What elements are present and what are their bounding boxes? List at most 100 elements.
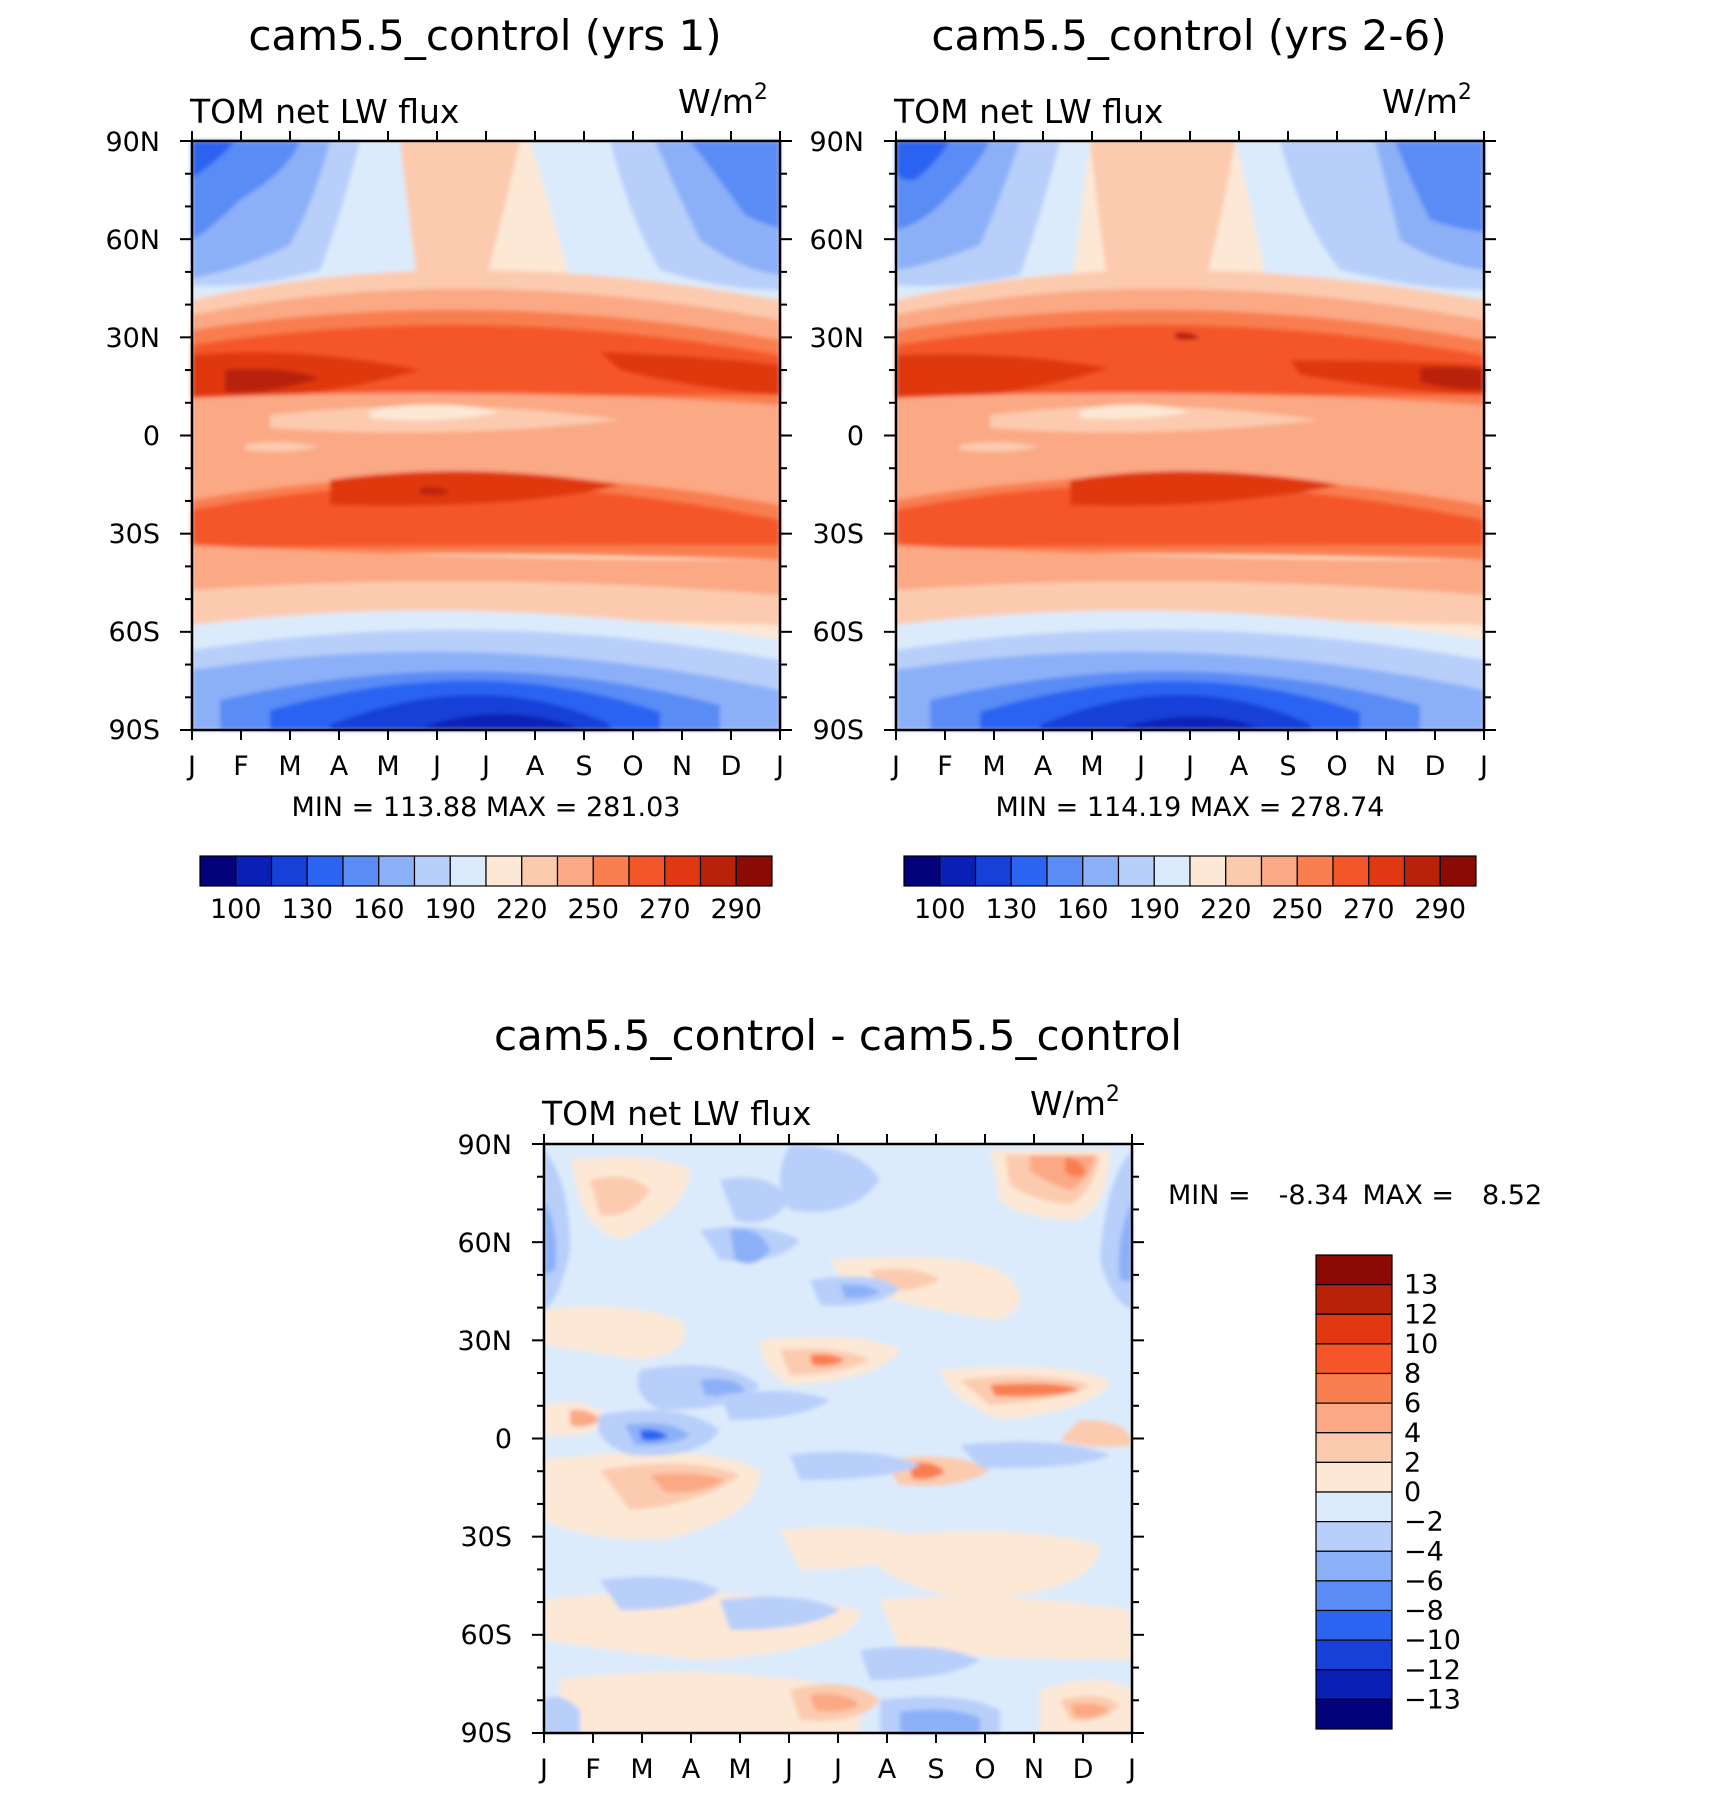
colorbar-swatch (1368, 855, 1406, 887)
panel-3-max-label: MAX = (1363, 1180, 1454, 1211)
x-tick-label: A (682, 1754, 701, 1785)
panel-2-y-labels: 90N 60N 30N 0 30S 60S 90S (809, 127, 864, 746)
panel-2-minmax: MIN = 114.19 MAX = 278.74 (996, 792, 1385, 823)
panel-3-ytick-30s: 30S (461, 1522, 513, 1553)
colorbar-label: 270 (1343, 894, 1395, 925)
panel-3-field-label: TOM net LW flux (541, 1094, 811, 1133)
x-tick-label: D (1425, 751, 1446, 782)
x-tick-label: N (1376, 751, 1396, 782)
colorbar-label: 12 (1404, 1299, 1438, 1330)
panel-2-title: cam5.5_control (yrs 2-6) (931, 11, 1446, 60)
x-tick-label: J (774, 751, 784, 782)
colorbar-swatch (1315, 1580, 1393, 1612)
panel-1-units: W/m2 (678, 80, 768, 121)
panel-1-ytick-90n: 90N (105, 127, 160, 158)
panel-1-ytick-60n: 60N (105, 225, 160, 256)
colorbar-swatch (449, 855, 487, 887)
colorbar-swatch (199, 855, 237, 887)
x-tick-label: M (278, 751, 301, 782)
panel-1-min-label: MIN = (292, 792, 375, 823)
panel-1-ytick-60s: 60S (109, 617, 161, 648)
panel-3-minmax: MIN = -8.34 MAX = 8.52 (1168, 1180, 1542, 1211)
panel-3-ticks (532, 1134, 1144, 1743)
panel-1-ytick-30s: 30S (109, 519, 161, 550)
x-tick-label: M (376, 751, 399, 782)
panel-2-max-value: 278.74 (1290, 792, 1384, 823)
panel-3-min-value: -8.34 (1279, 1180, 1349, 1211)
panel-1-min-value: 113.88 (383, 792, 477, 823)
x-tick-label: A (878, 1754, 897, 1785)
colorbar-label: −13 (1404, 1684, 1461, 1715)
colorbar-swatch (1315, 1491, 1393, 1523)
panel-3-ytick-90s: 90S (461, 1718, 513, 1749)
x-tick-label: J (1126, 1754, 1136, 1785)
colorbar-swatch (342, 855, 380, 887)
colorbar-label: 2 (1404, 1447, 1421, 1478)
colorbar-label: 270 (639, 894, 691, 925)
colorbar-swatch (1296, 855, 1334, 887)
panel-1-ytick-0: 0 (143, 421, 160, 452)
colorbar-swatch (413, 855, 451, 887)
colorbar-swatch (1117, 855, 1155, 887)
panel-1-y-labels: 90N 60N 30N 0 30S 60S 90S (105, 127, 160, 746)
colorbar-label: 8 (1404, 1359, 1421, 1390)
panel-3-max-value: 8.52 (1482, 1180, 1542, 1211)
colorbar-swatch (1315, 1521, 1393, 1552)
panel-1-max-label: MAX = (486, 792, 577, 823)
colorbar-swatch (1189, 855, 1227, 887)
x-tick-label: J (832, 1754, 842, 1785)
panel-3-title: cam5.5_control - cam5.5_control (494, 1011, 1182, 1060)
colorbar-swatch (521, 855, 559, 887)
panel-2-ytick-30n: 30N (809, 323, 864, 354)
x-tick-label: J (186, 751, 196, 782)
x-tick-label: J (890, 751, 900, 782)
x-tick-label: M (630, 1754, 653, 1785)
colorbar-swatch (556, 855, 594, 887)
colorbar-label: 160 (1057, 894, 1109, 925)
panel-3-ytick-30n: 30N (457, 1326, 512, 1357)
panel-2-units: W/m2 (1382, 80, 1472, 121)
colorbar-swatch (1010, 855, 1048, 887)
x-tick-label: A (1230, 751, 1249, 782)
colorbar-label: 290 (1414, 894, 1466, 925)
colorbar-swatch (1315, 1461, 1393, 1493)
colorbar-label: 0 (1404, 1477, 1421, 1508)
colorbar-swatch (1315, 1550, 1393, 1582)
colorbar-swatch (664, 855, 702, 887)
panel-2-ytick-90s: 90S (813, 715, 865, 746)
colorbar-swatch (699, 855, 737, 887)
colorbar-swatch (628, 855, 666, 887)
colorbar-swatch (1315, 1639, 1393, 1671)
x-tick-label: J (538, 1754, 548, 1785)
colorbar-swatch (1260, 855, 1298, 887)
colorbar-swatch (378, 855, 416, 887)
x-tick-label: A (526, 751, 545, 782)
colorbar-swatch (1315, 1609, 1393, 1641)
x-tick-label: J (1135, 751, 1145, 782)
colorbar-label: −12 (1404, 1655, 1461, 1686)
colorbar-swatch (306, 855, 344, 887)
panel-3-ytick-90n: 90N (457, 1130, 512, 1161)
x-tick-label: S (927, 1754, 944, 1785)
colorbar-label: −6 (1404, 1566, 1444, 1597)
colorbar-label: 6 (1404, 1388, 1421, 1419)
panel-2-ytick-30s: 30S (813, 519, 865, 550)
colorbar-label: 190 (424, 894, 476, 925)
colorbar-swatch (1315, 1698, 1393, 1730)
x-tick-label: F (585, 1754, 601, 1785)
panel-2-min-value: 114.19 (1087, 792, 1181, 823)
colorbar-label: 250 (1271, 894, 1323, 925)
panel-2-ytick-60n: 60N (809, 225, 864, 256)
panel-1-plot-area (180, 131, 792, 740)
colorbar-swatch (735, 855, 773, 887)
x-tick-label: D (1073, 1754, 1094, 1785)
panel-2-plot-area (884, 131, 1496, 740)
colorbar-swatch (903, 855, 941, 887)
panel-2-units-base: W/m (1382, 82, 1458, 121)
panel-2-ytick-90n: 90N (809, 127, 864, 158)
x-tick-label: M (1080, 751, 1103, 782)
colorbar-label: 160 (353, 894, 405, 925)
x-tick-label: J (1184, 751, 1194, 782)
colorbar-swatch (592, 855, 630, 887)
